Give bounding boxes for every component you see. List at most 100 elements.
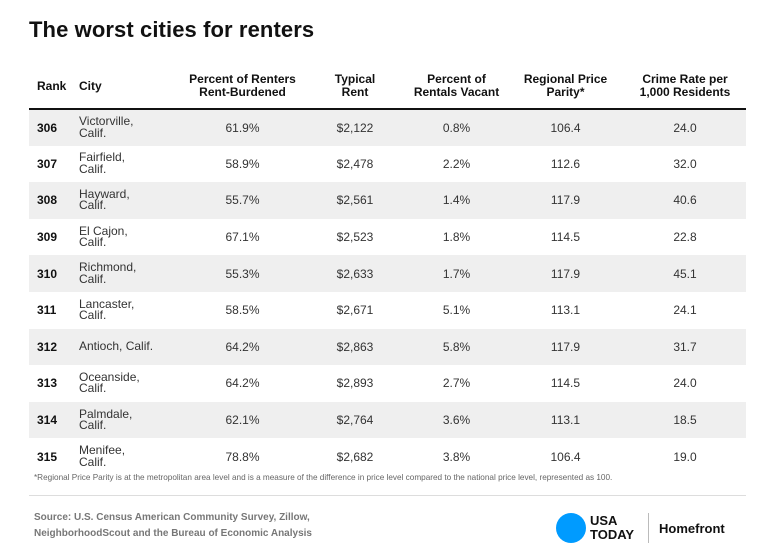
rank-cell: 311 <box>37 303 57 318</box>
usa-today-homefront-logo: USA TODAY Homefront <box>556 511 725 545</box>
rank-cell: 310 <box>37 266 58 281</box>
typical-rent-cell: $2,122 <box>336 120 374 135</box>
source-line-1: Source: U.S. Census American Community S… <box>34 512 310 523</box>
city-cell: El Cajon, Calif. <box>79 219 181 256</box>
price-parity-cell: 106.4 <box>550 449 581 464</box>
rent-burdened-cell: 55.3% <box>225 266 260 281</box>
rent-burdened-cell: 55.7% <box>225 193 260 208</box>
source-credit: Source: U.S. Census American Community S… <box>34 510 394 542</box>
city-name: Fairfield, Calif. <box>79 150 126 176</box>
rent-burdened-cell: 62.1% <box>225 413 260 428</box>
table-row: 307 Fairfield, Calif. 58.9% $2,478 2.2% … <box>29 145 746 183</box>
crime-rate-cell: 24.1 <box>673 303 697 318</box>
table-row: 314 Palmdale, Calif. 62.1% $2,764 3.6% 1… <box>29 401 746 439</box>
price-parity-cell: 113.1 <box>550 303 581 318</box>
rank-cell: 309 <box>37 230 58 245</box>
header-city: City <box>79 64 181 110</box>
price-parity-cell: 112.6 <box>550 156 581 171</box>
vacant-cell: 3.6% <box>442 413 471 428</box>
header-rent-burdened: Percent of Renters Rent-Burdened <box>181 64 304 110</box>
header-crime-rate: Crime Rate per 1,000 Residents <box>624 64 746 110</box>
vacant-cell: 2.7% <box>442 376 471 391</box>
city-name: Palmdale, Calif. <box>79 406 133 433</box>
city-cell: Lancaster, Calif. <box>79 292 181 329</box>
table-row: 310 Richmond, Calif. 55.3% $2,633 1.7% 1… <box>29 255 746 292</box>
typical-rent-cell: $2,478 <box>336 156 374 171</box>
crime-rate-cell: 24.0 <box>673 376 697 391</box>
footer-divider <box>29 495 746 496</box>
vacant-cell: 5.1% <box>442 303 471 318</box>
city-cell: Oceanside, Calif. <box>79 365 181 402</box>
crime-rate-cell: 24.0 <box>673 120 697 135</box>
rank-cell: 314 <box>37 413 58 428</box>
city-name: El Cajon, Calif. <box>79 223 128 250</box>
usa-today-circle-icon <box>556 513 586 543</box>
brand-name-line-1: USA <box>590 513 618 528</box>
city-cell: Fairfield, Calif. <box>79 146 181 183</box>
city-cell: Palmdale, Calif. <box>79 402 181 439</box>
price-parity-cell: 117.9 <box>550 266 581 281</box>
crime-rate-cell: 45.1 <box>673 266 697 281</box>
city-cell: Richmond, Calif. <box>79 255 181 292</box>
rent-burdened-cell: 64.2% <box>225 339 260 354</box>
rank-cell: 315 <box>37 449 58 464</box>
typical-rent-cell: $2,523 <box>336 230 374 245</box>
typical-rent-cell: $2,893 <box>336 376 374 391</box>
rent-burdened-cell: 61.9% <box>225 120 260 135</box>
brand-name-line-2: TODAY <box>590 527 635 542</box>
city-cell: Hayward, Calif. <box>79 182 181 219</box>
typical-rent-cell: $2,764 <box>336 413 374 428</box>
table-row: 312 Antioch, Calif. 64.2% $2,863 5.8% 11… <box>29 328 746 366</box>
rent-burdened-cell: 78.8% <box>225 449 260 464</box>
crime-rate-cell: 31.7 <box>673 339 697 354</box>
vacant-cell: 2.2% <box>442 156 471 171</box>
table-row: 308 Hayward, Calif. 55.7% $2,561 1.4% 11… <box>29 182 746 219</box>
source-line-2: NeighborhoodScout and the Bureau of Econ… <box>34 528 312 539</box>
header-price-parity: Regional Price Parity* <box>507 64 624 110</box>
brand-section-name: Homefront <box>659 520 725 536</box>
footnote: *Regional Price Parity is at the metropo… <box>34 473 613 482</box>
city-name: Lancaster, Calif. <box>79 296 135 323</box>
price-parity-cell: 106.4 <box>550 120 581 135</box>
price-parity-cell: 113.1 <box>550 413 581 428</box>
table-body: 306 Victorville, Calif. 61.9% $2,122 0.8… <box>29 109 746 475</box>
rent-burdened-cell: 58.5% <box>225 303 260 318</box>
vacant-cell: 0.8% <box>442 120 471 135</box>
rankings-table: Rank City Percent of Renters Rent-Burden… <box>29 64 746 475</box>
brand-name: USA TODAY <box>590 514 642 542</box>
crime-rate-cell: 32.0 <box>673 156 697 171</box>
price-parity-cell: 114.5 <box>550 230 581 245</box>
city-cell: Menifee, Calif. <box>79 438 181 475</box>
vacant-cell: 1.7% <box>442 266 471 281</box>
city-name: Hayward, Calif. <box>79 186 130 213</box>
brand-separator <box>648 513 649 543</box>
rent-burdened-cell: 64.2% <box>225 376 260 391</box>
city-name: Richmond, Calif. <box>79 260 137 286</box>
typical-rent-cell: $2,561 <box>336 193 374 208</box>
price-parity-cell: 114.5 <box>550 376 581 391</box>
chart-title: The worst cities for renters <box>29 17 315 42</box>
vacant-cell: 5.8% <box>442 339 471 354</box>
rent-burdened-cell: 67.1% <box>225 230 260 245</box>
rent-burdened-cell: 58.9% <box>225 156 260 171</box>
crime-rate-cell: 40.6 <box>673 193 697 208</box>
city-cell: Antioch, Calif. <box>79 329 181 366</box>
typical-rent-cell: $2,863 <box>336 339 374 354</box>
header-rank: Rank <box>29 64 79 110</box>
city-name: Oceanside, Calif. <box>79 369 140 396</box>
header-typical-rent: Typical Rent <box>304 64 406 110</box>
rank-cell: 307 <box>37 156 58 171</box>
crime-rate-cell: 18.5 <box>673 413 697 428</box>
table-header-row: Rank City Percent of Renters Rent-Burden… <box>29 64 746 110</box>
crime-rate-cell: 19.0 <box>673 449 697 464</box>
crime-rate-cell: 22.8 <box>673 230 697 245</box>
vacant-cell: 3.8% <box>442 449 471 464</box>
rank-cell: 312 <box>37 339 58 354</box>
table-row: 313 Oceanside, Calif. 64.2% $2,893 2.7% … <box>29 365 746 402</box>
rank-cell: 308 <box>37 193 58 208</box>
typical-rent-cell: $2,671 <box>336 303 374 318</box>
price-parity-cell: 117.9 <box>550 193 581 208</box>
table-row: 311 Lancaster, Calif. 58.5% $2,671 5.1% … <box>29 291 746 329</box>
city-name: Antioch, Calif. <box>79 339 154 354</box>
rank-cell: 306 <box>37 120 58 135</box>
